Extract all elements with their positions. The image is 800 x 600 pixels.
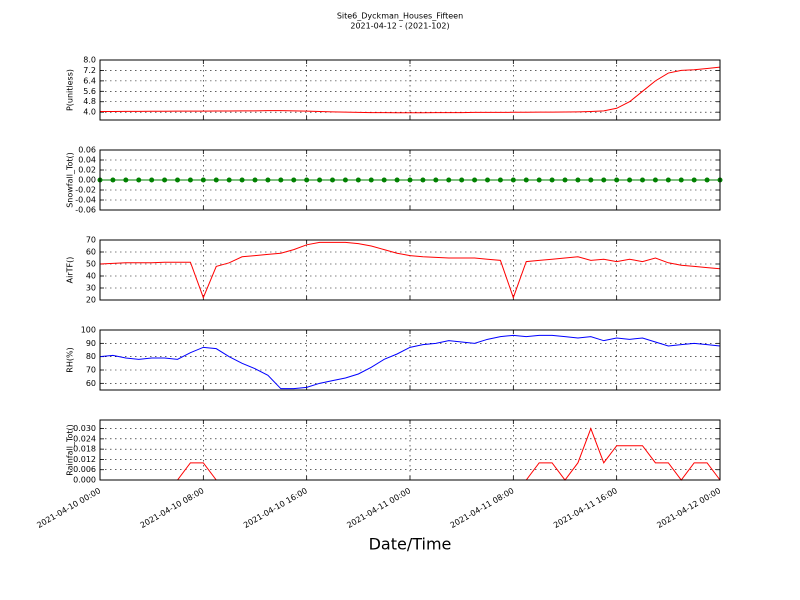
- y-tick-label: 0.018: [73, 445, 96, 454]
- data-point: [252, 177, 258, 183]
- y-tick-label: 90: [86, 339, 96, 348]
- data-point: [678, 177, 684, 183]
- data-point: [265, 177, 271, 183]
- y-tick-label: 40: [86, 272, 96, 281]
- y-tick-label: -0.02: [75, 186, 96, 195]
- data-point: [614, 177, 620, 183]
- data-point: [588, 177, 594, 183]
- data-point: [304, 177, 310, 183]
- data-point: [407, 177, 413, 183]
- y-tick-label: 70: [86, 236, 96, 245]
- data-point: [136, 177, 142, 183]
- y-tick-label: 0.030: [73, 424, 96, 433]
- y-tick-label: 4.0: [83, 108, 96, 117]
- data-point: [562, 177, 568, 183]
- y-axis-label: RH(%): [66, 347, 75, 372]
- data-point: [368, 177, 374, 183]
- y-axis-label: Rainfall_Tot(): [66, 424, 75, 476]
- data-point: [187, 177, 193, 183]
- y-tick-label: 0.012: [73, 455, 96, 464]
- y-tick-label: 0.06: [78, 146, 96, 155]
- data-point: [149, 177, 155, 183]
- y-tick-label: 6.4: [83, 76, 96, 85]
- y-tick-label: 0.000: [73, 476, 96, 485]
- plot-frame: [99, 419, 721, 481]
- chart-subtitle: 2021-04-12 - (2021-102): [350, 22, 449, 31]
- data-point: [291, 177, 297, 183]
- data-point: [601, 177, 607, 183]
- data-point: [213, 177, 219, 183]
- y-axis-label: Snowfall_Tot(): [66, 152, 75, 208]
- data-point: [200, 177, 206, 183]
- data-line: [99, 241, 721, 300]
- y-tick-label: 30: [86, 284, 96, 293]
- data-point: [472, 177, 478, 183]
- y-tick-label: 5.6: [83, 87, 96, 96]
- data-point: [342, 177, 348, 183]
- y-tick-label: 0.02: [78, 166, 96, 175]
- y-tick-label: 80: [86, 352, 96, 361]
- y-axis-label: AirTF(): [66, 257, 75, 284]
- data-point: [162, 177, 168, 183]
- y-tick-label: -0.04: [75, 196, 96, 205]
- data-point: [510, 177, 516, 183]
- plot-frame: [99, 239, 721, 301]
- data-line: [100, 66, 721, 114]
- data-point: [652, 177, 658, 183]
- chart-title: Site6_Dyckman_Houses_Fifteen: [337, 12, 463, 21]
- data-point: [175, 177, 180, 183]
- y-tick-label: 60: [86, 379, 96, 388]
- y-tick-label: 0.024: [73, 434, 96, 443]
- data-point: [549, 177, 555, 183]
- y-tick-label: 7.2: [83, 66, 96, 75]
- y-tick-label: 50: [86, 260, 96, 269]
- data-point: [691, 177, 697, 183]
- data-line: [99, 334, 721, 390]
- data-point: [446, 177, 452, 183]
- data-point: [433, 177, 439, 183]
- y-tick-label: 20: [86, 296, 96, 305]
- y-tick-label: 0.04: [78, 156, 96, 165]
- y-tick-label: 8.0: [83, 56, 96, 65]
- y-tick-label: 0.006: [73, 465, 96, 474]
- data-point: [665, 177, 671, 183]
- data-point: [381, 177, 387, 183]
- plot-frame: [99, 59, 721, 121]
- data-point: [317, 177, 323, 183]
- data-point: [110, 177, 116, 183]
- data-point: [459, 177, 465, 183]
- y-tick-label: 60: [86, 248, 96, 257]
- data-point: [278, 177, 284, 183]
- data-point: [355, 177, 361, 183]
- data-point: [226, 177, 232, 183]
- data-point: [627, 177, 633, 183]
- plot-frame: [99, 149, 721, 211]
- y-tick-label: 100: [81, 326, 96, 335]
- y-tick-label: -0.06: [75, 206, 96, 215]
- data-point: [394, 177, 400, 183]
- data-point: [536, 177, 542, 183]
- y-tick-label: 4.8: [83, 97, 96, 106]
- data-point: [575, 177, 581, 183]
- data-point: [485, 177, 490, 183]
- x-axis-label: Date/Time: [369, 535, 452, 554]
- data-point: [420, 177, 426, 183]
- data-point: [523, 177, 529, 183]
- data-point: [704, 177, 710, 183]
- data-point: [640, 177, 645, 183]
- data-point: [123, 177, 129, 183]
- y-tick-label: 0.00: [78, 176, 96, 185]
- y-axis-label: P(unitless): [66, 69, 75, 111]
- y-tick-label: 70: [86, 366, 96, 375]
- data-point: [239, 177, 245, 183]
- data-point: [497, 177, 503, 183]
- data-point: [330, 177, 335, 183]
- plot-frame: [99, 329, 721, 391]
